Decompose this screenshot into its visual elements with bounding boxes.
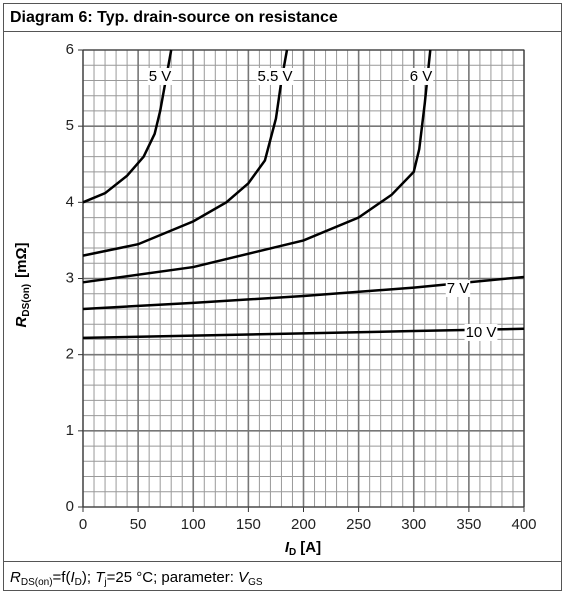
y-label-part: [mΩ] <box>13 243 30 278</box>
series-label-bg <box>464 323 498 341</box>
series-label-bg <box>445 279 471 297</box>
caption-part: ); <box>82 569 95 586</box>
series-label: 6 V <box>410 68 433 85</box>
x-label-part: I <box>285 539 290 556</box>
series-line <box>82 49 432 284</box>
caption: RDS(on)=f(ID); Tj=25 °C; parameter: VGS <box>10 569 263 588</box>
caption-part: =25 °C; parameter: <box>107 569 238 586</box>
y-tick-label: 5 <box>66 117 74 134</box>
y-tick-label: 2 <box>66 346 74 363</box>
series-line <box>82 49 289 257</box>
x-tick-label: 300 <box>401 516 426 533</box>
x-label-part: [A] <box>300 539 321 556</box>
caption-part: D <box>75 577 82 588</box>
chart-title: Diagram 6: Typ. drain-source on resistan… <box>10 9 338 26</box>
series-label-bg <box>256 67 294 85</box>
y-label-part: DS(on) <box>21 284 32 317</box>
x-tick-label: 100 <box>181 516 206 533</box>
series-label: 5.5 V <box>257 68 292 85</box>
caption-part: j <box>103 577 106 588</box>
series-line <box>82 327 525 340</box>
x-tick-label: 0 <box>79 516 87 533</box>
caption-part: DS(on) <box>21 577 53 588</box>
y-tick-label: 3 <box>66 269 74 286</box>
x-tick-label: 250 <box>346 516 371 533</box>
caption-part: R <box>10 569 21 586</box>
y-label-part: R <box>13 316 30 327</box>
caption-part: GS <box>248 577 263 588</box>
x-tick-label: 50 <box>130 516 147 533</box>
series-label: 10 V <box>466 324 497 341</box>
x-tick-label: 350 <box>456 516 481 533</box>
plot-border <box>82 49 525 508</box>
caption-part: V <box>238 569 250 586</box>
series-label-bg <box>147 67 173 85</box>
series-label-bg <box>408 67 434 85</box>
y-tick-label: 4 <box>66 193 74 210</box>
series-label: 7 V <box>447 280 470 297</box>
series-line <box>82 49 173 204</box>
x-label-part: D <box>289 547 296 558</box>
y-tick-label: 1 <box>66 422 74 439</box>
caption-part: =f( <box>53 569 71 586</box>
x-axis-label: ID [A] <box>285 539 321 558</box>
series-label: 5 V <box>149 68 172 85</box>
x-tick-label: 400 <box>511 516 536 533</box>
x-tick-label: 150 <box>236 516 261 533</box>
x-tick-label: 200 <box>291 516 316 533</box>
y-tick-label: 6 <box>66 41 74 58</box>
caption-part: I <box>70 569 74 586</box>
caption-part: T <box>95 569 106 586</box>
y-tick-label: 0 <box>66 498 74 515</box>
y-axis-label: RDS(on) [mΩ] <box>13 243 32 328</box>
